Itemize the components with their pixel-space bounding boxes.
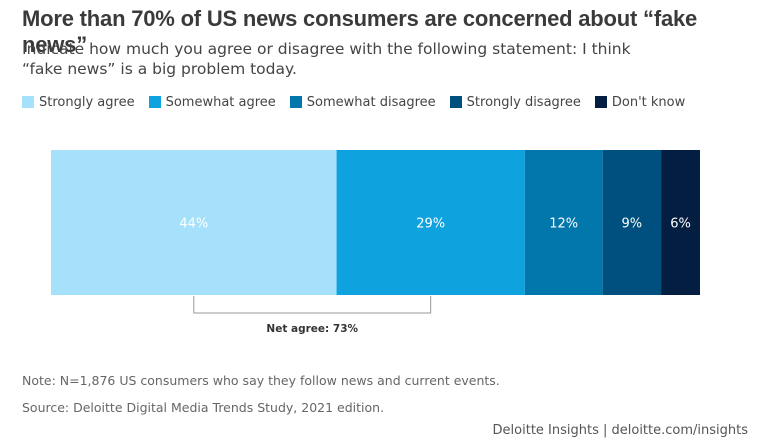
legend-item: Don't know bbox=[594, 94, 686, 110]
legend-item: Strongly disagree bbox=[449, 94, 581, 110]
chart-title: More than 70% of US news consumers are c… bbox=[22, 6, 698, 57]
bar-value-label: 9% bbox=[622, 217, 643, 232]
bar-value-label: 29% bbox=[416, 217, 445, 232]
bar-segment bbox=[524, 150, 603, 295]
bar-segment bbox=[661, 150, 700, 295]
legend-swatch bbox=[449, 96, 462, 108]
footer-credit[interactable]: Deloitte Insights | deloitte.com/insight… bbox=[492, 423, 748, 438]
legend-label: Don't know bbox=[611, 94, 686, 110]
net-agree-bracket bbox=[193, 296, 432, 314]
legend-label: Somewhat disagree bbox=[306, 94, 436, 110]
bar-value-label: 6% bbox=[670, 217, 691, 232]
legend-item: Somewhat disagree bbox=[289, 94, 436, 110]
legend-swatch bbox=[22, 96, 34, 108]
legend: Strongly agree Somewhat agree Somewhat dis… bbox=[22, 94, 699, 110]
net-agree-label: Net agree: 73% bbox=[266, 323, 358, 335]
stacked-bar-chart: 44% 29% 12% 9% 6% Net agree: 73% bbox=[51, 150, 700, 335]
legend-item: Strongly agree bbox=[22, 95, 135, 110]
bar-segment bbox=[336, 150, 525, 295]
legend-swatch bbox=[289, 96, 302, 108]
chart-subtitle: Indicate how much you agree or disagree … bbox=[22, 40, 631, 78]
chart-source: Source: Deloitte Digital Media Trends St… bbox=[22, 400, 385, 415]
legend-label: Strongly agree bbox=[39, 94, 135, 110]
bar-segment bbox=[602, 150, 662, 295]
legend-label: Somewhat agree bbox=[165, 94, 276, 110]
legend-swatch bbox=[148, 96, 161, 108]
legend-label: Strongly disagree bbox=[466, 94, 581, 110]
bar-segment bbox=[51, 150, 337, 295]
bar-value-label: 44% bbox=[179, 217, 208, 232]
legend-item: Somewhat agree bbox=[148, 94, 276, 110]
bar-value-label: 12% bbox=[549, 217, 578, 232]
legend-swatch bbox=[594, 96, 607, 108]
chart-note: Note: N=1,876 US consumers who say they … bbox=[22, 373, 500, 388]
